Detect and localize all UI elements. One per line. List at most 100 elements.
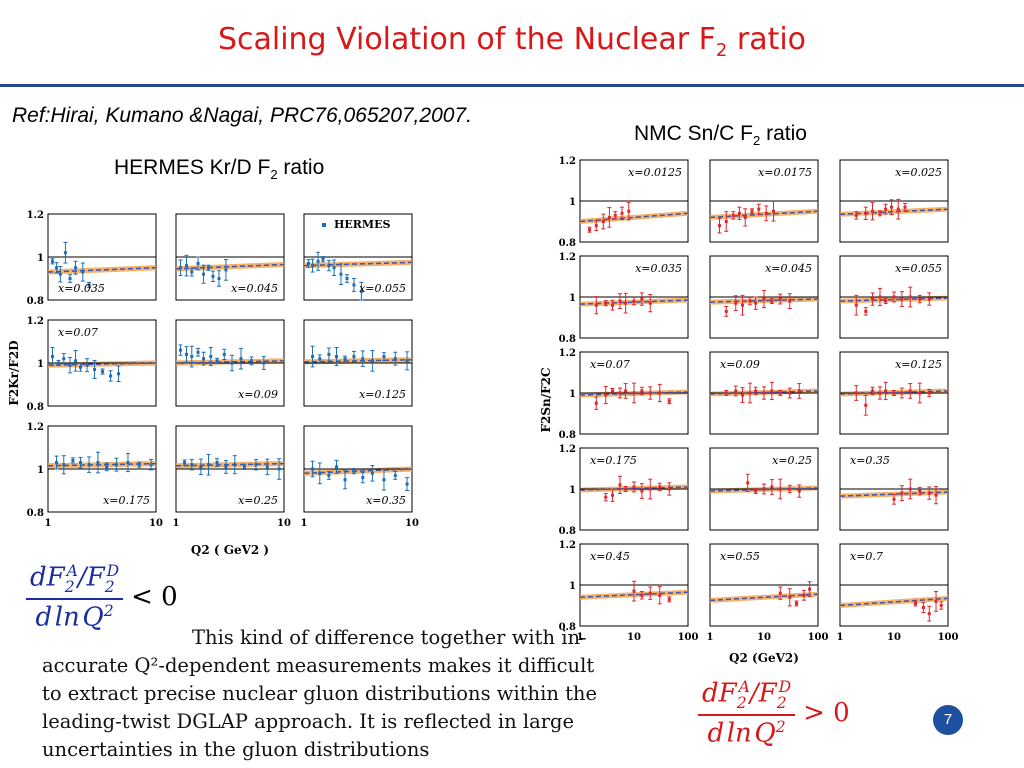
- data-point: [934, 493, 938, 497]
- data-point: [884, 389, 888, 393]
- data-point: [79, 461, 83, 465]
- fit-curve: [579, 486, 689, 491]
- data-point: [718, 224, 722, 228]
- uncertainty-band: [304, 259, 412, 269]
- data-point: [632, 391, 636, 395]
- data-point: [345, 277, 349, 280]
- data-point: [864, 309, 868, 313]
- chart-panel: x=0.35: [839, 447, 949, 531]
- data-point: [918, 489, 922, 493]
- data-point: [62, 357, 66, 361]
- data-point: [343, 357, 347, 361]
- data-point: [724, 220, 728, 223]
- data-point: [724, 309, 728, 313]
- data-point: [797, 489, 801, 493]
- data-point: [224, 268, 228, 272]
- data-point: [648, 391, 652, 395]
- data-point: [770, 389, 774, 393]
- x-tick-label: 10: [277, 518, 291, 529]
- data-point: [871, 209, 875, 213]
- data-point: [788, 595, 792, 599]
- data-point: [900, 391, 904, 395]
- fit-curve: [839, 597, 949, 607]
- data-point: [211, 274, 215, 278]
- y-tick-label: 1.2: [27, 210, 44, 221]
- y-tick-label: 1.2: [559, 540, 576, 551]
- x-tick-label: 1: [173, 518, 180, 529]
- y-tick-label: 1: [569, 485, 576, 496]
- data-point: [746, 481, 750, 485]
- data-point: [648, 487, 652, 491]
- y-tick-label: 0.8: [559, 238, 576, 249]
- data-point: [601, 220, 605, 223]
- data-point: [311, 264, 315, 268]
- data-point: [900, 491, 904, 495]
- data-point: [927, 491, 931, 495]
- x-tick-label: 100: [678, 632, 699, 643]
- data-point: [884, 207, 888, 211]
- x-tick-label: 1: [707, 632, 714, 643]
- data-point: [918, 297, 922, 301]
- data-point: [878, 391, 882, 395]
- data-point: [632, 299, 636, 303]
- panel-x-label: x=0.045: [231, 282, 278, 295]
- data-point: [311, 355, 315, 359]
- y-axis-title: F2Kr/F2D: [7, 340, 21, 405]
- data-point: [903, 205, 907, 209]
- y-tick-label: 1: [37, 253, 44, 264]
- panel-x-label: x=0.175: [103, 494, 150, 507]
- chart-panel: x=0.055: [839, 255, 949, 339]
- data-point: [230, 361, 234, 365]
- data-point: [74, 266, 78, 270]
- data-point: [117, 372, 121, 376]
- uncertainty-band: [840, 595, 948, 608]
- data-point: [750, 209, 754, 213]
- x-tick-label: 100: [808, 632, 829, 643]
- chart-panel: x=0.045: [709, 255, 819, 339]
- data-point: [748, 299, 752, 303]
- data-point: [624, 487, 628, 491]
- data-point: [604, 301, 608, 305]
- panel-x-label: x=0.025: [895, 166, 942, 179]
- data-point: [352, 283, 356, 287]
- data-point: [618, 483, 622, 487]
- x-tick-label: 100: [938, 632, 959, 643]
- data-point: [249, 359, 253, 363]
- data-point: [871, 389, 875, 393]
- data-point: [184, 352, 188, 356]
- data-point: [604, 495, 608, 499]
- data-point: [604, 393, 608, 397]
- uncertainty-band: [176, 261, 284, 272]
- data-point: [734, 389, 738, 393]
- chart-panel: x=0.25: [709, 447, 819, 531]
- data-point: [55, 461, 59, 465]
- data-point: [770, 485, 774, 489]
- panel-x-label: x=0.7: [850, 550, 883, 563]
- data-point: [778, 487, 782, 491]
- data-point: [854, 391, 858, 395]
- chart-panel: x=0.451.210.81 10 100: [559, 540, 699, 643]
- data-point: [594, 303, 598, 307]
- uncertainty-band: [48, 265, 156, 275]
- data-point: [81, 270, 85, 274]
- data-point: [327, 352, 331, 356]
- y-tick-label: 1.2: [559, 252, 576, 263]
- data-point: [778, 391, 782, 395]
- data-point: [618, 299, 622, 303]
- data-point: [797, 389, 801, 393]
- data-point: [788, 487, 792, 491]
- data-point: [939, 604, 943, 607]
- data-point: [87, 463, 91, 467]
- data-point: [56, 361, 60, 365]
- data-point: [352, 469, 356, 473]
- data-point: [58, 272, 62, 276]
- data-point: [878, 211, 882, 215]
- fit-curve: [579, 212, 689, 223]
- data-point: [884, 299, 888, 303]
- panel-x-label: x=0.07: [590, 358, 630, 371]
- data-point: [864, 211, 868, 215]
- panel-x-label: x=0.0125: [628, 166, 682, 179]
- data-point: [892, 391, 896, 395]
- data-point: [306, 261, 310, 265]
